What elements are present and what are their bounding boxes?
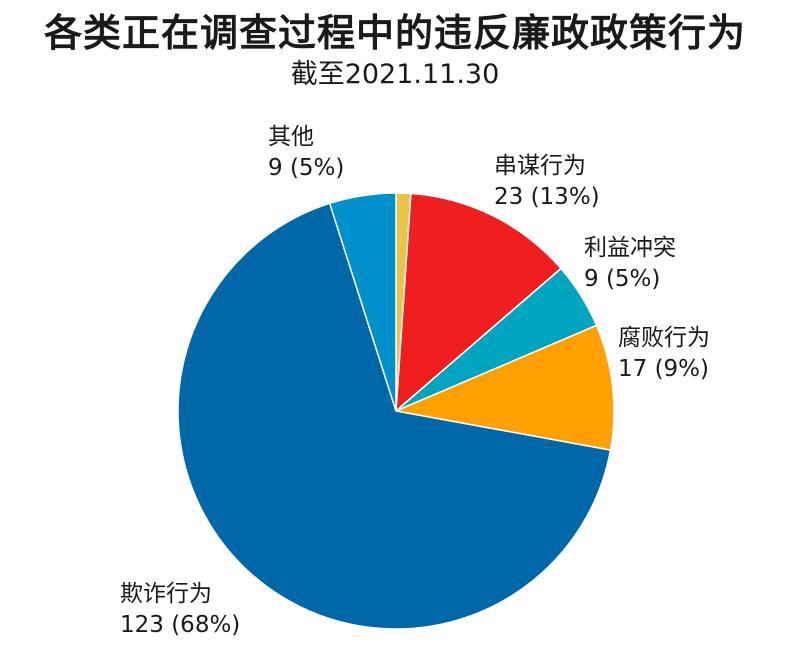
pie-slice-5 — [328, 192, 397, 412]
chart-title: 各类正在调查过程中的违反廉政政策行为 — [43, 11, 746, 55]
label-conflict: 利益冲突 9 (5%) — [584, 233, 676, 295]
label-collusion-value: 23 (13%) — [494, 184, 600, 210]
label-conflict-name: 利益冲突 — [584, 235, 676, 261]
label-fraud-value: 123 (68%) — [120, 612, 241, 638]
label-fraud-name: 欺诈行为 — [120, 581, 212, 607]
label-corruption-value: 17 (9%) — [618, 356, 710, 382]
pie-slice-1 — [395, 192, 563, 413]
label-fraud: 欺诈行为 123 (68%) — [120, 579, 240, 641]
label-collusion: 串谋行为 23 (13%) — [494, 151, 600, 213]
label-corruption: 腐败行为 17 (9%) — [618, 323, 710, 385]
label-corruption-name: 腐败行为 — [618, 325, 710, 351]
label-other: 其他 9 (5%) — [268, 122, 344, 184]
label-other-name: 其他 — [268, 124, 314, 150]
pie-slice-3 — [393, 324, 615, 451]
chart-subtitle: 截至2021.11.30 — [290, 59, 500, 90]
label-collusion-name: 串谋行为 — [494, 153, 586, 179]
label-conflict-value: 9 (5%) — [584, 266, 661, 292]
pie-slice-4 — [177, 202, 612, 630]
label-other-value: 9 (5%) — [268, 155, 345, 181]
